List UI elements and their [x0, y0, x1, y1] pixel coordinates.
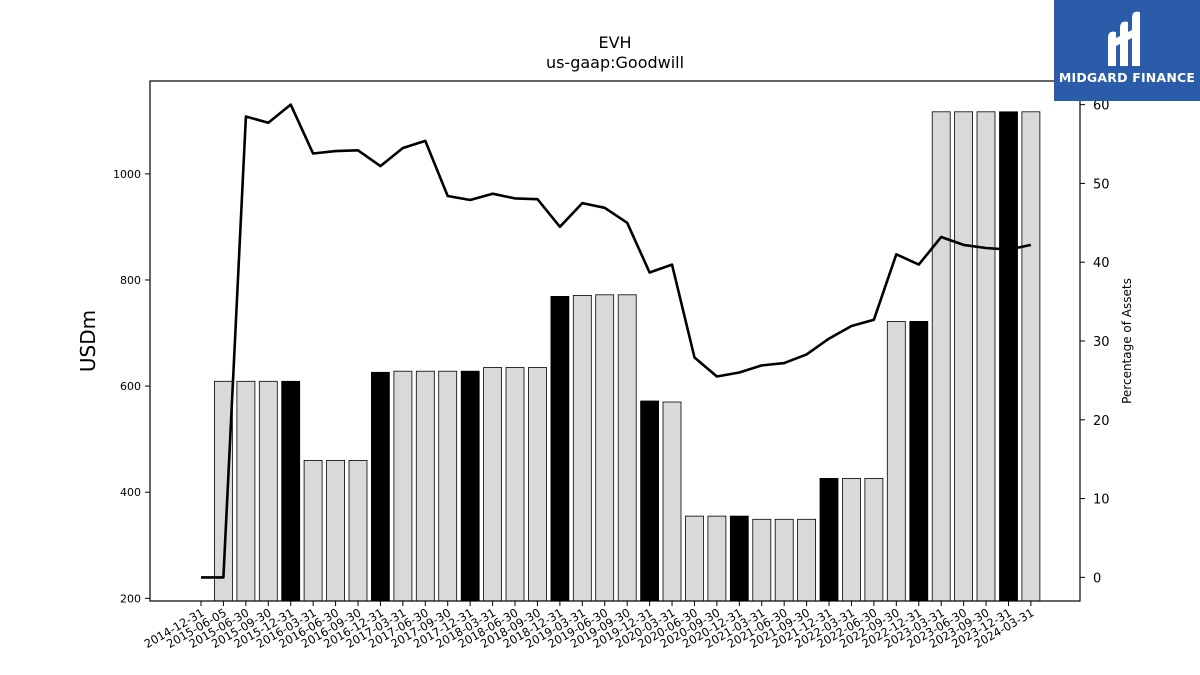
bar-2023-03-31: [931, 111, 951, 602]
bar-2022-06-30: [864, 477, 884, 602]
bar-2021-09-30: [797, 518, 816, 602]
y2-tick-label: 40: [1093, 256, 1110, 271]
y2-tick-label: 50: [1093, 177, 1110, 192]
bar-2023-12-31: [999, 111, 1018, 602]
y2-tick-label: 60: [1093, 99, 1110, 114]
bar-2019-03-31: [572, 294, 592, 602]
y2-tick-label: 10: [1093, 493, 1110, 508]
bar-2022-12-31: [909, 320, 929, 602]
bar-2016-09-30: [348, 459, 368, 602]
bar-2021-12-31: [819, 477, 839, 602]
bar-2017-12-31: [460, 370, 480, 602]
bar-2022-03-31: [842, 477, 861, 602]
y-tick-label: 200: [120, 592, 141, 605]
bar-2019-12-31: [640, 400, 659, 602]
bar-2016-06-30: [326, 459, 346, 602]
y2-axis-label: Percentage of Assets: [1120, 278, 1134, 404]
bar-2015-12-31: [281, 380, 301, 602]
bar-2019-09-30: [617, 294, 637, 602]
bar-2024-03-31: [1021, 111, 1041, 602]
y-axis-label: USDm: [76, 310, 100, 372]
chart-title: EVH: [598, 33, 632, 52]
bar-2023-09-30: [976, 111, 996, 602]
y2-tick-label: 20: [1093, 414, 1110, 429]
y-tick-label: 1000: [113, 168, 141, 181]
bar-2021-06-30: [774, 518, 794, 602]
percentage-of-assets-line: [201, 103, 1032, 579]
bar-2015-06-30: [236, 380, 256, 602]
logo-mark-icon: [1108, 11, 1140, 67]
chart-subtitle: us-gaap:Goodwill: [545, 53, 685, 72]
bar-2022-09-30: [886, 320, 906, 602]
y-tick-label: 400: [120, 486, 141, 499]
midgard-finance-logo: MIDGARD FINANCE: [1054, 0, 1200, 101]
bar-2017-03-31: [393, 370, 413, 602]
bar-2021-03-31: [752, 518, 772, 602]
bar-2019-06-30: [595, 294, 615, 602]
logo-text: MIDGARD FINANCE: [1058, 70, 1196, 85]
y2-tick-label: 30: [1093, 335, 1110, 350]
bar-2023-06-30: [954, 111, 973, 602]
bar-2018-06-30: [505, 367, 525, 602]
bar-2016-12-31: [370, 371, 390, 602]
y-tick-label: 600: [120, 380, 141, 393]
y-tick-label: 800: [120, 274, 141, 287]
bar-2017-06-30: [415, 370, 435, 602]
bar-2018-12-31: [550, 295, 570, 602]
bar-2017-09-30: [438, 370, 458, 602]
bar-2020-03-31: [662, 401, 682, 602]
bar-2018-03-31: [483, 367, 503, 602]
bar-2015-09-30: [258, 380, 278, 602]
bar-2016-03-31: [303, 459, 323, 602]
bar-2020-06-30: [685, 515, 704, 602]
y2-tick-label: 0: [1093, 571, 1101, 586]
bar-2020-09-30: [707, 515, 727, 602]
bar-2020-12-31: [729, 515, 749, 602]
bar-2018-09-30: [528, 367, 547, 602]
